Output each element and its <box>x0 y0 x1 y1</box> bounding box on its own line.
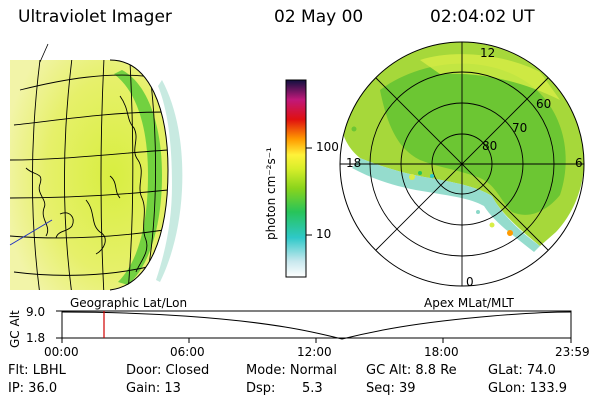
gc-alt-info: GC Alt: 8.8 Re <box>366 363 457 378</box>
time-tick-0600: 06:00 <box>170 345 205 359</box>
mode-info: Mode: Normal <box>246 363 337 378</box>
intensity-colorbar <box>285 79 312 278</box>
mlt-label-18: 18 <box>346 156 362 170</box>
altitude-axis-label: GC Alt <box>8 310 22 348</box>
filter-info: Flt: LBHL <box>8 363 66 378</box>
door-info: Door: Closed <box>126 363 210 378</box>
time-tick-0000: 00:00 <box>44 345 79 359</box>
lat-label-60: 60 <box>536 97 552 111</box>
gain-info: Gain: 13 <box>126 381 181 396</box>
altitude-timeline-plot <box>56 310 572 343</box>
altitude-tick-low: 1.8 <box>26 331 46 345</box>
ip-info: IP: 36.0 <box>8 381 58 396</box>
time-tick-1800: 18:00 <box>424 345 459 359</box>
time-tick-2359: 23:59 <box>555 345 590 359</box>
time-tick-1200: 12:00 <box>297 345 332 359</box>
apex-panel-label: Apex MLat/MLT <box>424 296 514 310</box>
instrument-title: Ultraviolet Imager <box>18 7 172 27</box>
colorbar-tick-100: 100 <box>316 140 339 154</box>
colorbar-unit-label: photon cm⁻²s⁻¹ <box>264 147 278 240</box>
date-label: 02 May 00 <box>274 7 364 27</box>
glat-info: GLat: 74.0 <box>488 363 556 378</box>
colorbar-tick-10: 10 <box>316 227 332 241</box>
apex-polar-plot <box>339 41 585 287</box>
lat-label-80: 80 <box>482 139 498 153</box>
geographic-panel-label: Geographic Lat/Lon <box>70 296 188 310</box>
altitude-tick-high: 9.0 <box>26 305 46 319</box>
mlt-label-12: 12 <box>480 46 496 60</box>
lat-label-70: 70 <box>512 121 528 135</box>
geographic-globe-image <box>9 43 183 291</box>
dsp-info-label: Dsp: <box>246 381 276 396</box>
mlt-label-0: 0 <box>466 275 474 289</box>
mlt-label-6: 6 <box>575 156 583 170</box>
glon-info: GLon: 133.9 <box>488 381 568 396</box>
dsp-info-value: 5.3 <box>302 381 323 396</box>
seq-info: Seq: 39 <box>366 381 416 396</box>
time-label: 02:04:02 UT <box>430 7 535 27</box>
